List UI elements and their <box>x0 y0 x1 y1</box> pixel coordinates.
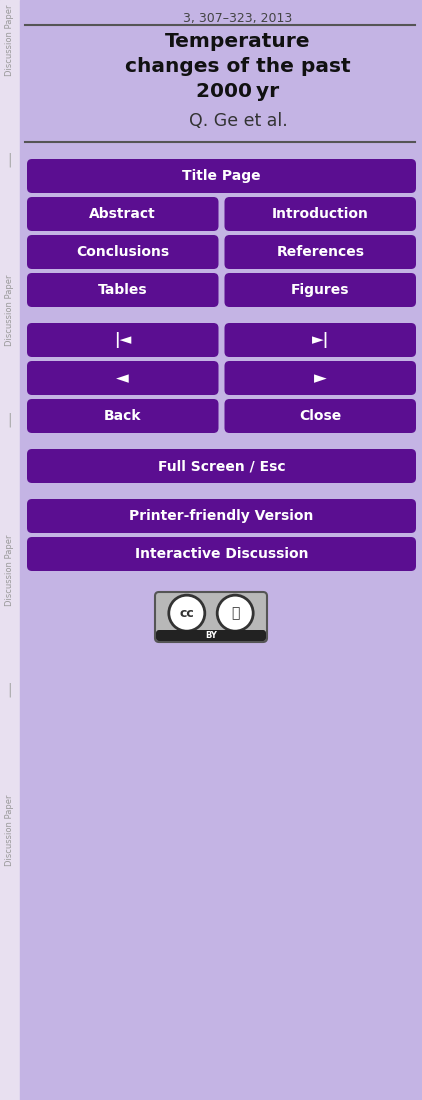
Text: Introduction: Introduction <box>272 207 369 221</box>
FancyBboxPatch shape <box>225 399 416 433</box>
Text: 3, 307–323, 2013: 3, 307–323, 2013 <box>184 12 292 25</box>
FancyBboxPatch shape <box>27 323 219 358</box>
Text: Figures: Figures <box>291 283 349 297</box>
FancyBboxPatch shape <box>27 449 416 483</box>
FancyBboxPatch shape <box>225 361 416 395</box>
FancyBboxPatch shape <box>225 323 416 358</box>
FancyBboxPatch shape <box>27 361 219 395</box>
Text: Discussion Paper: Discussion Paper <box>5 274 14 345</box>
Text: |◄: |◄ <box>114 332 131 348</box>
Text: Printer-friendly Version: Printer-friendly Version <box>129 509 314 522</box>
Text: Interactive Discussion: Interactive Discussion <box>135 547 308 561</box>
FancyBboxPatch shape <box>27 235 219 270</box>
Text: BY: BY <box>205 631 217 640</box>
FancyBboxPatch shape <box>225 273 416 307</box>
Text: Abstract: Abstract <box>89 207 156 221</box>
Text: Close: Close <box>299 409 341 424</box>
Text: Conclusions: Conclusions <box>76 245 169 258</box>
FancyBboxPatch shape <box>156 630 266 641</box>
FancyBboxPatch shape <box>27 160 416 192</box>
FancyBboxPatch shape <box>225 197 416 231</box>
Text: Ⓟ: Ⓟ <box>231 606 239 620</box>
Text: Q. Ge et al.: Q. Ge et al. <box>189 112 287 130</box>
Text: ►|: ►| <box>311 332 329 348</box>
Text: |: | <box>8 412 12 427</box>
FancyBboxPatch shape <box>27 399 219 433</box>
Bar <box>0 0 20 1100</box>
Text: cc: cc <box>179 607 194 619</box>
Text: Full Screen / Esc: Full Screen / Esc <box>158 459 285 473</box>
Text: ►: ► <box>314 368 327 387</box>
Circle shape <box>217 595 253 631</box>
Text: Discussion Paper: Discussion Paper <box>5 794 14 866</box>
FancyBboxPatch shape <box>27 273 219 307</box>
Text: Back: Back <box>104 409 141 424</box>
Text: Discussion Paper: Discussion Paper <box>5 4 14 76</box>
Text: Discussion Paper: Discussion Paper <box>5 535 14 606</box>
Text: |: | <box>8 153 12 167</box>
Text: Tables: Tables <box>98 283 148 297</box>
Text: Title Page: Title Page <box>182 169 261 183</box>
Text: |: | <box>8 683 12 697</box>
Text: ◄: ◄ <box>116 368 129 387</box>
FancyBboxPatch shape <box>27 499 416 534</box>
FancyBboxPatch shape <box>27 537 416 571</box>
FancyBboxPatch shape <box>27 197 219 231</box>
Circle shape <box>169 595 205 631</box>
Text: References: References <box>276 245 364 258</box>
Text: Temperature
changes of the past
2000 yr: Temperature changes of the past 2000 yr <box>125 32 351 101</box>
FancyBboxPatch shape <box>155 592 267 642</box>
FancyBboxPatch shape <box>225 235 416 270</box>
